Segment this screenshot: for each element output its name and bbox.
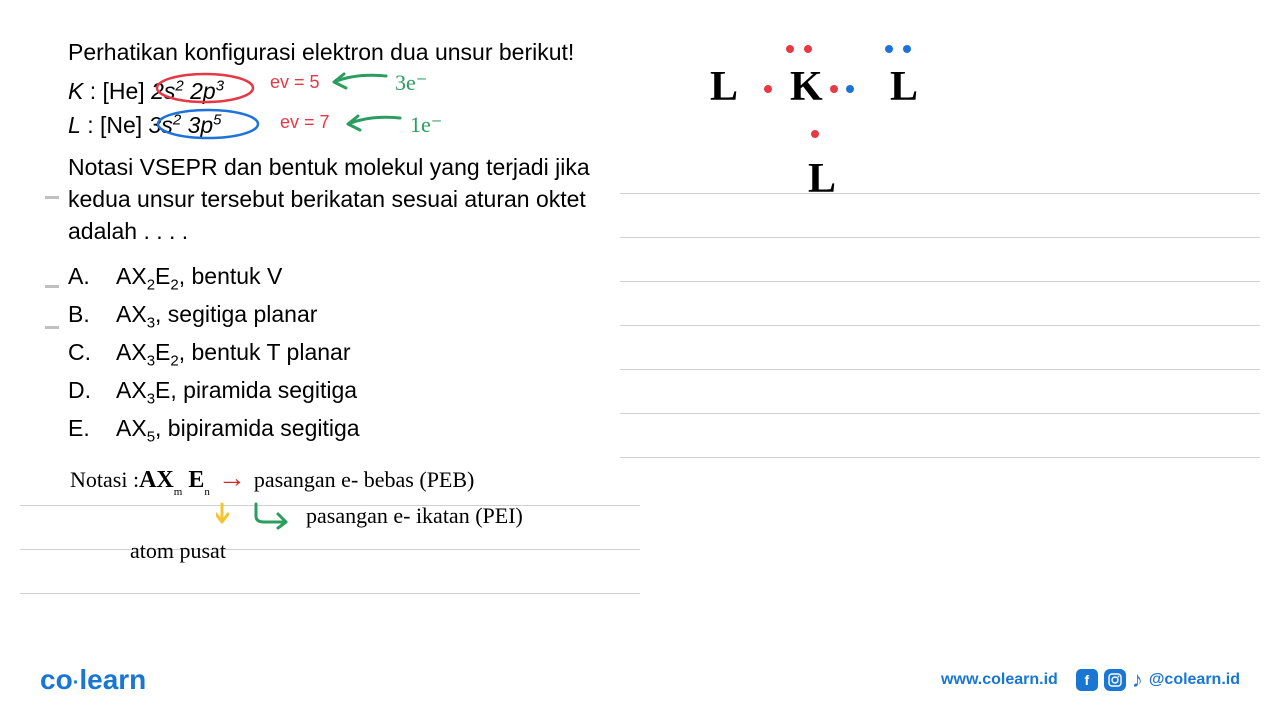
electron-dot-red bbox=[764, 85, 772, 93]
notasi-line-1: Notasi : AXm En → pasangan e- bebas (PEB… bbox=[70, 462, 610, 494]
instagram-icon bbox=[1104, 669, 1126, 691]
option-e: E. AX5, bipiramida segitiga bbox=[68, 411, 608, 449]
footer-right: www.colearn.id f ♪ @colearn.id bbox=[941, 667, 1240, 693]
notasi-section: Notasi : AXm En → pasangan e- bebas (PEB… bbox=[70, 462, 610, 564]
arrow-right-icon: → bbox=[218, 462, 246, 494]
option-b: B. AX3, segitiga planar bbox=[68, 297, 608, 335]
diagram-k-center: K bbox=[790, 63, 823, 111]
colearn-logo: co·learn bbox=[40, 664, 146, 696]
footer: co·learn www.colearn.id f ♪ @colearn.id bbox=[40, 664, 1240, 696]
ev-l-label: ev = 7 bbox=[280, 112, 330, 133]
lewis-diagram: L K L L bbox=[710, 35, 970, 215]
electron-dot-blue bbox=[885, 45, 893, 53]
question-title: Perhatikan konfigurasi elektron dua unsu… bbox=[68, 38, 608, 68]
electron-dot-blue bbox=[903, 45, 911, 53]
e-l-annotation: 1e⁻ bbox=[410, 112, 442, 138]
diagram-l-right: L bbox=[890, 63, 918, 111]
tick-mark bbox=[45, 196, 59, 199]
diagram-l-left: L bbox=[710, 63, 738, 111]
question-body: Notasi VSEPR dan bentuk molekul yang ter… bbox=[68, 151, 608, 248]
config-k-line: K : [He] 2s2 2p3 bbox=[68, 74, 608, 109]
options-list: A. AX2E2, bentuk V B. AX3, segitiga plan… bbox=[68, 259, 608, 448]
social-icons: f ♪ @colearn.id bbox=[1076, 667, 1240, 693]
green-arrow-right-icon bbox=[252, 502, 296, 530]
footer-url: www.colearn.id bbox=[941, 671, 1058, 689]
electron-dot-red bbox=[830, 85, 838, 93]
ev-k-label: ev = 5 bbox=[270, 72, 320, 93]
notasi-line-2: pasangan e- ikatan (PEI) bbox=[216, 502, 610, 530]
question-panel: Perhatikan konfigurasi elektron dua unsu… bbox=[68, 38, 608, 449]
tiktok-icon: ♪ bbox=[1132, 667, 1143, 693]
diagram-l-bottom: L bbox=[808, 155, 836, 203]
electron-dot-blue bbox=[846, 85, 854, 93]
electron-dot-red bbox=[811, 130, 819, 138]
e-k-annotation: 3e⁻ bbox=[395, 70, 427, 96]
option-d: D. AX3E, piramida segitiga bbox=[68, 373, 608, 411]
yellow-arrow-down-icon bbox=[216, 502, 252, 530]
footer-handle: @colearn.id bbox=[1149, 671, 1240, 689]
electron-dot-red bbox=[786, 45, 794, 53]
tick-mark bbox=[45, 326, 59, 329]
electron-dot-red bbox=[804, 45, 812, 53]
facebook-icon: f bbox=[1076, 669, 1098, 691]
option-a: A. AX2E2, bentuk V bbox=[68, 259, 608, 297]
tick-mark bbox=[45, 285, 59, 288]
option-c: C. AX3E2, bentuk T planar bbox=[68, 335, 608, 373]
notasi-atom-pusat: atom pusat bbox=[130, 538, 610, 564]
config-l-line: L : [Ne] 3s2 3p5 bbox=[68, 108, 608, 143]
